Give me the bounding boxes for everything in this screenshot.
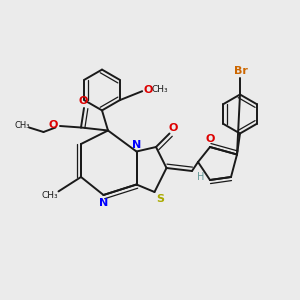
Text: CH₃: CH₃ xyxy=(15,121,30,130)
Text: CH₃: CH₃ xyxy=(152,85,169,94)
Text: Br: Br xyxy=(234,66,248,76)
Text: O: O xyxy=(78,96,88,106)
Text: O: O xyxy=(49,120,58,130)
Text: H: H xyxy=(197,172,205,182)
Text: O: O xyxy=(205,134,215,145)
Text: S: S xyxy=(156,194,164,205)
Text: N: N xyxy=(132,140,141,150)
Text: O: O xyxy=(168,123,178,133)
Text: CH₃: CH₃ xyxy=(42,190,58,200)
Text: N: N xyxy=(99,197,108,208)
Text: O: O xyxy=(143,85,153,95)
